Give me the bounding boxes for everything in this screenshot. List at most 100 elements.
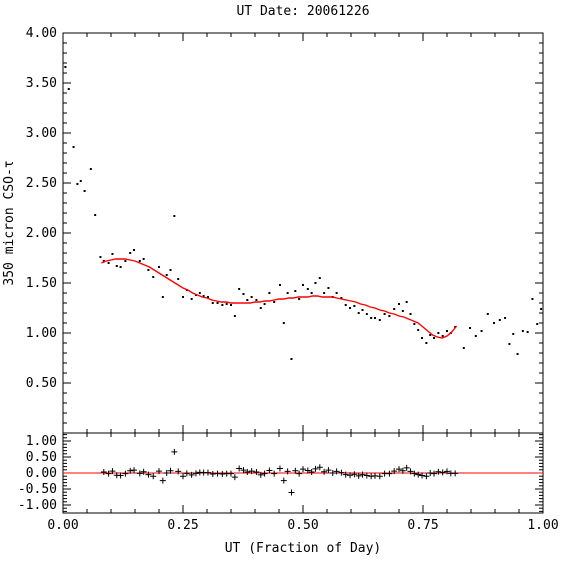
- data-point: [263, 303, 266, 305]
- data-point: [526, 331, 529, 333]
- data-point: [421, 337, 424, 339]
- residual-point: [351, 471, 358, 478]
- data-point: [273, 301, 276, 303]
- residual-point: [253, 469, 260, 476]
- data-point: [493, 322, 496, 324]
- residual-point: [316, 464, 323, 471]
- residual-point: [150, 473, 157, 480]
- data-point: [115, 265, 118, 267]
- residual-point: [159, 477, 166, 484]
- data-point: [480, 330, 483, 332]
- residual-point: [288, 489, 295, 496]
- y-tick-label: 1.00: [26, 326, 57, 341]
- data-point: [498, 319, 501, 321]
- data-point: [508, 343, 511, 345]
- residual-point: [122, 470, 129, 477]
- residual-point: [325, 467, 332, 474]
- data-point: [102, 260, 105, 262]
- data-point: [238, 288, 241, 290]
- data-point: [344, 304, 347, 306]
- data-point: [286, 292, 289, 294]
- data-point: [349, 307, 352, 309]
- data-point: [67, 88, 70, 90]
- residual-point: [145, 471, 152, 478]
- residual-point: [304, 467, 311, 474]
- data-point: [374, 317, 376, 319]
- residual-point: [188, 471, 195, 478]
- residual-y-tick-label: 0.50: [26, 450, 57, 465]
- data-point: [401, 310, 404, 312]
- y-tick-label: 2.00: [26, 226, 57, 241]
- data-point: [138, 260, 141, 262]
- data-point: [282, 322, 285, 324]
- data-point: [393, 308, 396, 310]
- data-point: [64, 66, 67, 68]
- x-axis-label: UT (Fraction of Day): [225, 541, 382, 556]
- y-axis-label: 350 micron CSO-τ: [2, 160, 17, 285]
- residual-point: [355, 472, 362, 479]
- data-point: [182, 296, 184, 298]
- residual-point: [423, 473, 430, 480]
- data-point: [361, 309, 364, 311]
- data-point: [89, 168, 92, 170]
- data-point: [111, 253, 114, 255]
- data-point: [211, 302, 214, 304]
- residual-point: [386, 470, 393, 477]
- residual-point: [347, 472, 354, 479]
- data-point: [516, 353, 519, 355]
- residual-y-tick-label: -1.00: [18, 498, 57, 513]
- data-point: [383, 313, 386, 315]
- data-point: [76, 183, 79, 185]
- residual-point: [338, 469, 345, 476]
- residual-point: [180, 473, 186, 480]
- residual-point: [261, 470, 268, 477]
- data-point: [119, 266, 122, 268]
- data-point: [290, 358, 293, 360]
- data-point: [169, 269, 172, 271]
- residual-point: [183, 470, 190, 477]
- data-point: [398, 303, 400, 305]
- residual-point: [431, 470, 438, 477]
- data-point: [198, 292, 201, 294]
- data-point: [79, 180, 82, 182]
- residual-point: [276, 465, 283, 472]
- residual-point: [131, 467, 138, 474]
- data-point: [474, 335, 477, 337]
- x-tick-label: 0.00: [47, 518, 78, 533]
- residual-point: [415, 471, 422, 478]
- data-point: [540, 308, 543, 310]
- y-tick-label: 3.00: [26, 126, 57, 141]
- data-point: [429, 334, 432, 336]
- data-point: [318, 277, 321, 279]
- data-point: [357, 312, 360, 314]
- data-point: [298, 298, 301, 300]
- residual-point: [300, 466, 306, 473]
- residual-point: [109, 468, 116, 475]
- residual-point: [240, 467, 247, 474]
- data-point: [417, 329, 420, 331]
- data-point: [378, 319, 381, 321]
- data-point: [353, 305, 356, 307]
- data-point: [370, 317, 373, 319]
- residual-point: [292, 467, 299, 474]
- residual-point: [444, 468, 450, 475]
- residual-point: [117, 472, 124, 479]
- data-point: [433, 337, 436, 339]
- residual-point: [257, 471, 264, 478]
- data-point: [302, 284, 304, 286]
- data-point: [441, 335, 444, 337]
- data-point: [107, 262, 110, 264]
- data-point: [504, 317, 507, 319]
- data-point: [413, 323, 416, 325]
- residual-point: [280, 477, 287, 484]
- data-point: [388, 315, 391, 317]
- data-point: [255, 299, 258, 301]
- residual-point: [248, 468, 255, 475]
- data-point: [165, 274, 168, 276]
- residual-point: [231, 474, 238, 481]
- data-point: [306, 288, 309, 290]
- data-point: [294, 290, 297, 292]
- data-point: [129, 252, 132, 254]
- residual-point: [266, 467, 273, 474]
- residual-point: [236, 465, 243, 472]
